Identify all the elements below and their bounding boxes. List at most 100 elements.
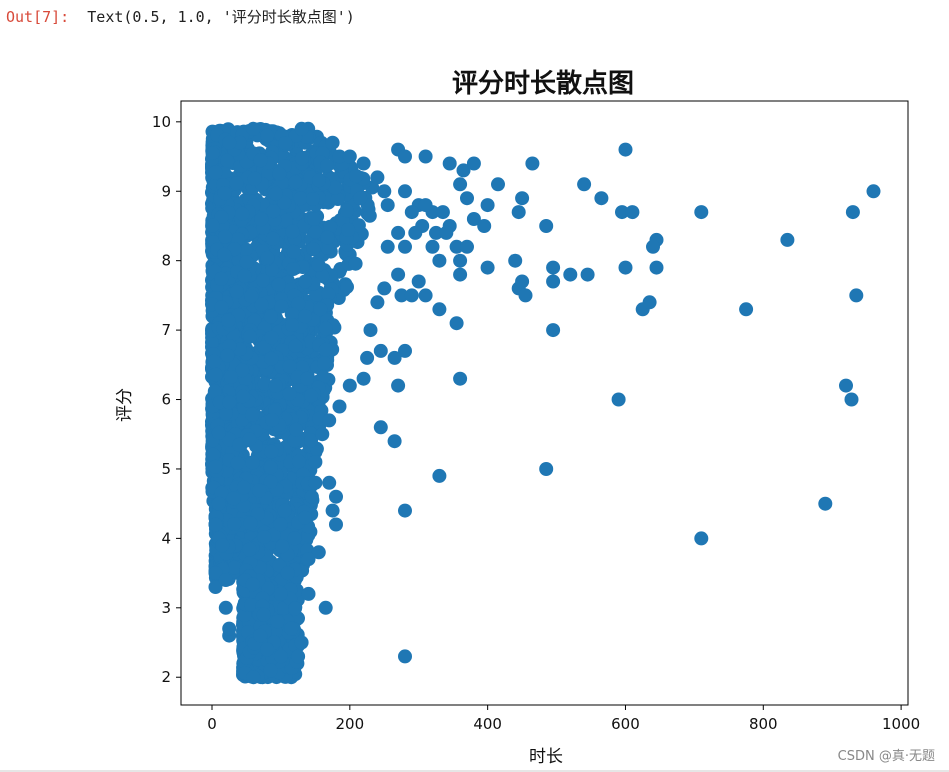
scatter-point xyxy=(432,302,447,317)
dense-scatter-point xyxy=(273,517,288,532)
dense-scatter-point xyxy=(236,480,251,495)
dense-scatter-point xyxy=(229,284,244,299)
dense-scatter-point xyxy=(254,297,269,312)
dense-scatter-point xyxy=(308,224,323,239)
dense-scatter-point xyxy=(304,433,319,448)
scatter-point xyxy=(580,267,595,282)
dense-scatter-point xyxy=(284,621,299,636)
scatter-point xyxy=(398,503,412,518)
scatter-point xyxy=(491,177,505,192)
dense-scatter-point xyxy=(285,318,300,332)
dense-scatter-point xyxy=(285,224,300,239)
scatter-point xyxy=(818,496,833,511)
scatter-point xyxy=(218,600,233,615)
scatter-point xyxy=(260,128,275,143)
scatter-point xyxy=(273,586,288,601)
scatter-point xyxy=(318,600,333,615)
scatter-point xyxy=(411,274,426,289)
dense-scatter-point xyxy=(289,422,304,437)
scatter-point xyxy=(325,503,340,518)
scatter-point xyxy=(594,191,609,206)
x-tick-label: 400 xyxy=(473,715,502,733)
x-tick-label: 200 xyxy=(336,715,365,733)
scatter-point xyxy=(311,545,326,560)
scatter-point xyxy=(449,316,464,331)
dense-scatter-point xyxy=(261,167,276,181)
scatter-point xyxy=(611,392,626,407)
y-tick-label: 8 xyxy=(161,252,171,270)
scatter-point xyxy=(432,468,447,483)
scatter-point xyxy=(246,670,261,685)
dense-scatter-point xyxy=(243,329,257,344)
dense-scatter-point xyxy=(298,309,313,324)
scatter-point xyxy=(208,566,223,581)
dense-scatter-point xyxy=(223,369,238,384)
scatter-point xyxy=(425,239,440,254)
dense-scatter-point xyxy=(351,218,366,233)
dense-scatter-point xyxy=(218,229,233,244)
scatter-point xyxy=(322,475,337,490)
dense-scatter-point xyxy=(214,271,229,286)
scatter-point xyxy=(563,267,578,282)
dense-scatter-point xyxy=(255,273,270,288)
y-tick-label: 7 xyxy=(161,321,171,339)
scatter-point xyxy=(273,649,288,664)
scatter-point xyxy=(404,288,419,303)
dense-scatter-point xyxy=(306,242,321,257)
chart-title: 评分时长散点图 xyxy=(452,68,634,99)
scatter-point xyxy=(322,413,337,428)
dense-scatter-point xyxy=(277,195,292,210)
dense-scatter-point xyxy=(348,256,363,271)
scatter-point xyxy=(387,350,402,365)
dense-scatter-point xyxy=(237,608,252,622)
scatter-point xyxy=(525,156,540,171)
dense-scatter-point xyxy=(277,503,292,518)
dense-scatter-point xyxy=(353,191,368,206)
dense-scatter-point xyxy=(245,407,260,422)
scatter-point xyxy=(304,489,319,504)
dense-scatter-point xyxy=(264,444,279,459)
dense-scatter-point xyxy=(272,166,287,181)
scatter-point xyxy=(218,573,233,587)
dense-scatter-point xyxy=(238,242,253,257)
y-tick-label: 3 xyxy=(161,599,171,617)
scatter-point xyxy=(370,295,385,310)
scatter-point xyxy=(845,205,860,220)
dense-scatter-point xyxy=(317,356,331,371)
scatter-point xyxy=(453,177,468,192)
dense-scatter-point xyxy=(320,158,335,173)
scatter-point xyxy=(618,260,633,275)
scatter-point xyxy=(391,225,406,240)
dense-scatter-point xyxy=(252,483,267,498)
dense-scatter-point xyxy=(244,598,259,612)
dense-scatter-point xyxy=(311,257,326,272)
scatter-point xyxy=(466,212,481,226)
scatter-point xyxy=(325,135,340,150)
dense-scatter-point xyxy=(217,247,232,262)
dense-scatter-point xyxy=(205,146,220,161)
scatter-point xyxy=(844,392,859,407)
scatter-point xyxy=(432,253,447,268)
scatter-point xyxy=(208,517,223,532)
scatter-point xyxy=(387,434,402,449)
scatter-point xyxy=(546,260,561,275)
dense-scatter-point xyxy=(294,151,309,166)
x-tick-label: 800 xyxy=(749,715,778,733)
scatter-point xyxy=(370,170,385,185)
dense-scatter-point xyxy=(265,231,280,246)
scatter-point xyxy=(849,288,864,303)
dense-scatter-point xyxy=(328,180,343,195)
scatter-point xyxy=(404,205,419,220)
dense-scatter-point xyxy=(330,192,345,206)
dense-scatter-point xyxy=(321,287,336,301)
scatter-point xyxy=(377,184,392,199)
scatter-point xyxy=(546,323,561,338)
scatter-point xyxy=(208,580,223,594)
dense-scatter-point xyxy=(219,464,234,479)
scatter-point xyxy=(301,586,316,601)
dense-scatter-point xyxy=(282,359,297,374)
dense-scatter-point xyxy=(206,447,221,462)
scatter-point xyxy=(380,239,395,254)
dense-scatter-point xyxy=(320,230,335,245)
dense-scatter-point xyxy=(263,309,278,324)
